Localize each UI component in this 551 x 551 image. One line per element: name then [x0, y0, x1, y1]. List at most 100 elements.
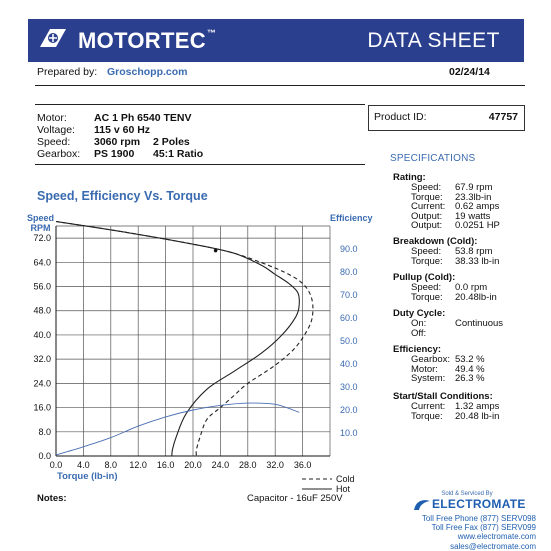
divider: [35, 85, 525, 86]
voltage-value: 115 v 60 Hz: [94, 124, 151, 136]
spec-rating-value: 19 watts: [455, 210, 491, 222]
y-right-tick-label: 40.0: [340, 359, 358, 369]
spec-breakdown-value: 38.33 lb-in: [455, 255, 500, 267]
spec-breakdown-value: 53.8 rpm: [455, 246, 493, 257]
spec-efficiency-label: Motor:: [411, 363, 438, 375]
spec-rating-label: Torque:: [411, 191, 443, 203]
capacitor-note: Capacitor - 16uF 250V: [247, 493, 343, 504]
header-bar: MOTORTEC™ DATA SHEET: [28, 19, 524, 62]
spec-efficiency-value: 49.4 %: [455, 363, 485, 375]
motor-value: AC 1 Ph 6540 TENV: [94, 112, 192, 124]
x-tick-label: 32.0: [266, 460, 284, 470]
prepared-by-value: Groschopp.com: [107, 66, 188, 78]
electromate-brand: ELECTROMATE: [432, 497, 526, 511]
series-line-hot: [55, 220, 300, 457]
spec-rating-value: 67.9 rpm: [455, 182, 493, 193]
chart-title: Speed, Efficiency Vs. Torque: [37, 189, 208, 203]
spec-startstall-value: 1.32 amps: [455, 401, 500, 412]
spec-rating-value: 0.0251 HP: [455, 220, 500, 232]
series-line-cold: [55, 220, 314, 457]
spec-rating-label: Output:: [411, 210, 443, 222]
spec-rating-label: Speed:: [411, 182, 442, 193]
y-left-tick-label: 64.0: [33, 257, 51, 267]
spec-heading-startstall: Start/Stall Conditions:: [393, 391, 493, 402]
gearbox-ratio: 45:1 Ratio: [153, 148, 204, 160]
y-left-tick-label: 72.0: [33, 233, 51, 243]
spec-duty-value: Continuous: [455, 318, 504, 329]
y-right-tick-label: 90.0: [340, 244, 358, 254]
spec-pullup-value: 20.48lb-in: [455, 291, 497, 303]
x-tick-label: 0.0: [50, 460, 63, 470]
spec-heading-duty: Duty Cycle:: [393, 308, 446, 319]
motor-label: Motor:: [37, 112, 67, 124]
spec-heading-breakdown: Breakdown (Cold):: [393, 236, 478, 247]
x-tick-label: 4.0: [77, 460, 90, 470]
y-left-tick-label: 40.0: [33, 330, 51, 340]
y-left-tick-label: 32.0: [33, 354, 51, 364]
spec-startstall-value: 20.48 lb-in: [455, 410, 500, 422]
spec-heading-pullup: Pullup (Cold):: [393, 272, 456, 283]
y-right-tick-label: 80.0: [340, 267, 358, 277]
speed-axis-label: Speed RPM: [27, 213, 55, 233]
x-tick-label: 20.0: [184, 460, 202, 470]
divider: [35, 104, 365, 105]
spec-breakdown-label: Speed:: [411, 246, 442, 257]
efficiency-axis-label: Efficiency: [330, 213, 373, 223]
divider: [35, 164, 365, 165]
x-tick-label: 8.0: [105, 460, 118, 470]
motortec-logo-icon: [40, 29, 66, 47]
spec-rating-label: Current:: [411, 201, 446, 213]
gearbox-label: Gearbox:: [37, 148, 81, 160]
spec-heading-efficiency: Efficiency:: [393, 344, 442, 355]
spec-breakdown-label: Torque:: [411, 255, 443, 267]
notes-label: Notes:: [37, 493, 67, 504]
gearbox-value: PS 1900: [94, 148, 135, 160]
electromate-contact: Toll Free Phone (877) SERV098 Toll Free …: [412, 514, 536, 551]
y-left-tick-label: 24.0: [33, 378, 51, 388]
torque-axis-label: Torque (lb-in): [57, 471, 118, 482]
speed-label: Speed:: [37, 136, 71, 148]
sold-by-label: Sold & Serviced By: [441, 491, 493, 497]
y-right-tick-label: 60.0: [340, 313, 358, 323]
electromate-logo-icon: [414, 500, 430, 510]
email-link[interactable]: sales@electromate.com: [450, 541, 536, 551]
spec-pullup-label: Torque:: [411, 291, 443, 303]
spec-rating-label: Output:: [411, 220, 443, 232]
y-right-tick-label: 10.0: [340, 428, 358, 438]
specifications-title: SPECIFICATIONS: [390, 153, 476, 164]
y-right-tick-label: 20.0: [340, 405, 358, 415]
y-right-tick-label: 50.0: [340, 336, 358, 346]
speed-value: 3060 rpm: [94, 136, 141, 148]
spec-pullup-value: 0.0 rpm: [455, 282, 488, 293]
spec-efficiency-label: Gearbox:: [411, 354, 451, 365]
y-right-tick-label: 30.0: [340, 382, 358, 392]
y-left-tick-label: 48.0: [33, 306, 51, 316]
y-left-tick-label: 16.0: [33, 403, 51, 413]
y-left-tick-label: 56.0: [33, 282, 51, 292]
x-tick-label: 16.0: [157, 460, 175, 470]
spec-pullup-label: Speed:: [411, 282, 442, 293]
date-value: 02/24/14: [449, 66, 490, 78]
voltage-label: Voltage:: [37, 124, 75, 136]
x-tick-label: 24.0: [212, 460, 230, 470]
poles-value: 2 Poles: [153, 136, 190, 148]
y-left-tick-label: 8.0: [38, 427, 51, 437]
website-link[interactable]: www.electromate.com: [457, 532, 536, 542]
spec-efficiency-value: 26.3 %: [455, 373, 485, 385]
x-tick-label: 36.0: [294, 460, 312, 470]
spec-efficiency-value: 53.2 %: [455, 354, 485, 365]
fax-text: Toll Free Fax (877) SERV099: [431, 523, 536, 533]
spec-startstall-label: Torque:: [411, 410, 443, 422]
spec-duty-label: On:: [411, 318, 427, 329]
phone-text: Toll Free Phone (877) SERV098: [421, 514, 536, 523]
x-tick-label: 28.0: [239, 460, 257, 470]
y-right-tick-label: 70.0: [340, 290, 358, 300]
prepared-label: Prepared by:: [37, 66, 98, 78]
product-id-box: Product ID: 47757: [368, 105, 525, 131]
series-line-efficiency: [55, 402, 300, 456]
rated-point-marker: [213, 248, 218, 253]
product-id-value: 47757: [488, 111, 518, 123]
product-id-label: Product ID:: [374, 111, 427, 123]
spec-rating-value: 23.3lb-in: [455, 191, 492, 203]
spec-startstall-label: Current:: [411, 401, 446, 412]
